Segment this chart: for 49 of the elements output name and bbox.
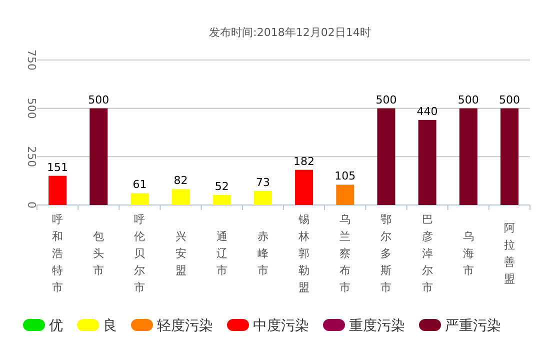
y-tick-label: 0 — [25, 202, 38, 208]
良: 61 82 52 73 — [130, 174, 272, 205]
bar — [172, 189, 190, 205]
data-label: 500 — [498, 93, 520, 106]
x-tick-label: 阿拉善盟 — [504, 222, 515, 286]
chart-subtitle: 发布时间:2018年12月02日14时 — [209, 26, 371, 39]
y-tick-label: 750 — [25, 50, 38, 70]
legend-label: 良 — [103, 318, 117, 334]
x-tick-label: 乌海市 — [462, 230, 474, 277]
bar — [418, 120, 436, 205]
data-label: 73 — [256, 176, 270, 189]
legend-label: 严重污染 — [445, 318, 501, 334]
bar — [500, 108, 518, 205]
bar — [336, 184, 354, 205]
data-label: 61 — [132, 178, 147, 192]
data-label: 500 — [88, 93, 110, 106]
data-label: 52 — [214, 180, 229, 193]
legend-label: 重度污染 — [349, 318, 405, 334]
x-tick-label: 呼伦贝尔市 — [134, 213, 146, 294]
y-tick-label: 500 — [25, 98, 38, 119]
data-label: 151 — [47, 160, 68, 174]
bar — [377, 108, 396, 205]
bar — [212, 194, 231, 205]
bar — [295, 170, 314, 205]
y-tick-label: 250 — [25, 146, 38, 168]
data-label: 500 — [458, 93, 479, 106]
legend-label: 优 — [49, 318, 63, 334]
x-tick-label: 呼和浩特市 — [52, 213, 64, 294]
x-tick-label: 赤峰市 — [257, 230, 268, 277]
bar — [130, 193, 149, 205]
x-tick-label: 包头市 — [93, 230, 104, 277]
轻度污染: 105 — [334, 170, 356, 205]
x-tick-label: 锡林郭勒盟 — [298, 213, 310, 294]
x-tick-label: 鄂尔多斯市 — [380, 213, 392, 294]
legend-label: 轻度污染 — [157, 318, 213, 334]
x-tick-label: 兴安盟 — [175, 230, 186, 277]
x-tick-label: 巴彦淖尔市 — [422, 213, 433, 294]
data-label: 500 — [376, 93, 397, 106]
data-label: 182 — [294, 154, 315, 168]
bar — [459, 108, 478, 205]
data-label: 440 — [416, 104, 438, 118]
x-tick-label: 通辽市 — [216, 230, 228, 277]
data-label: 82 — [174, 174, 188, 188]
x-tick-label: 乌兰察布市 — [340, 213, 351, 294]
bar — [90, 108, 108, 205]
bar — [254, 190, 272, 205]
legend-label: 中度污染 — [253, 318, 309, 334]
data-label: 105 — [334, 170, 356, 183]
bar — [48, 176, 67, 205]
